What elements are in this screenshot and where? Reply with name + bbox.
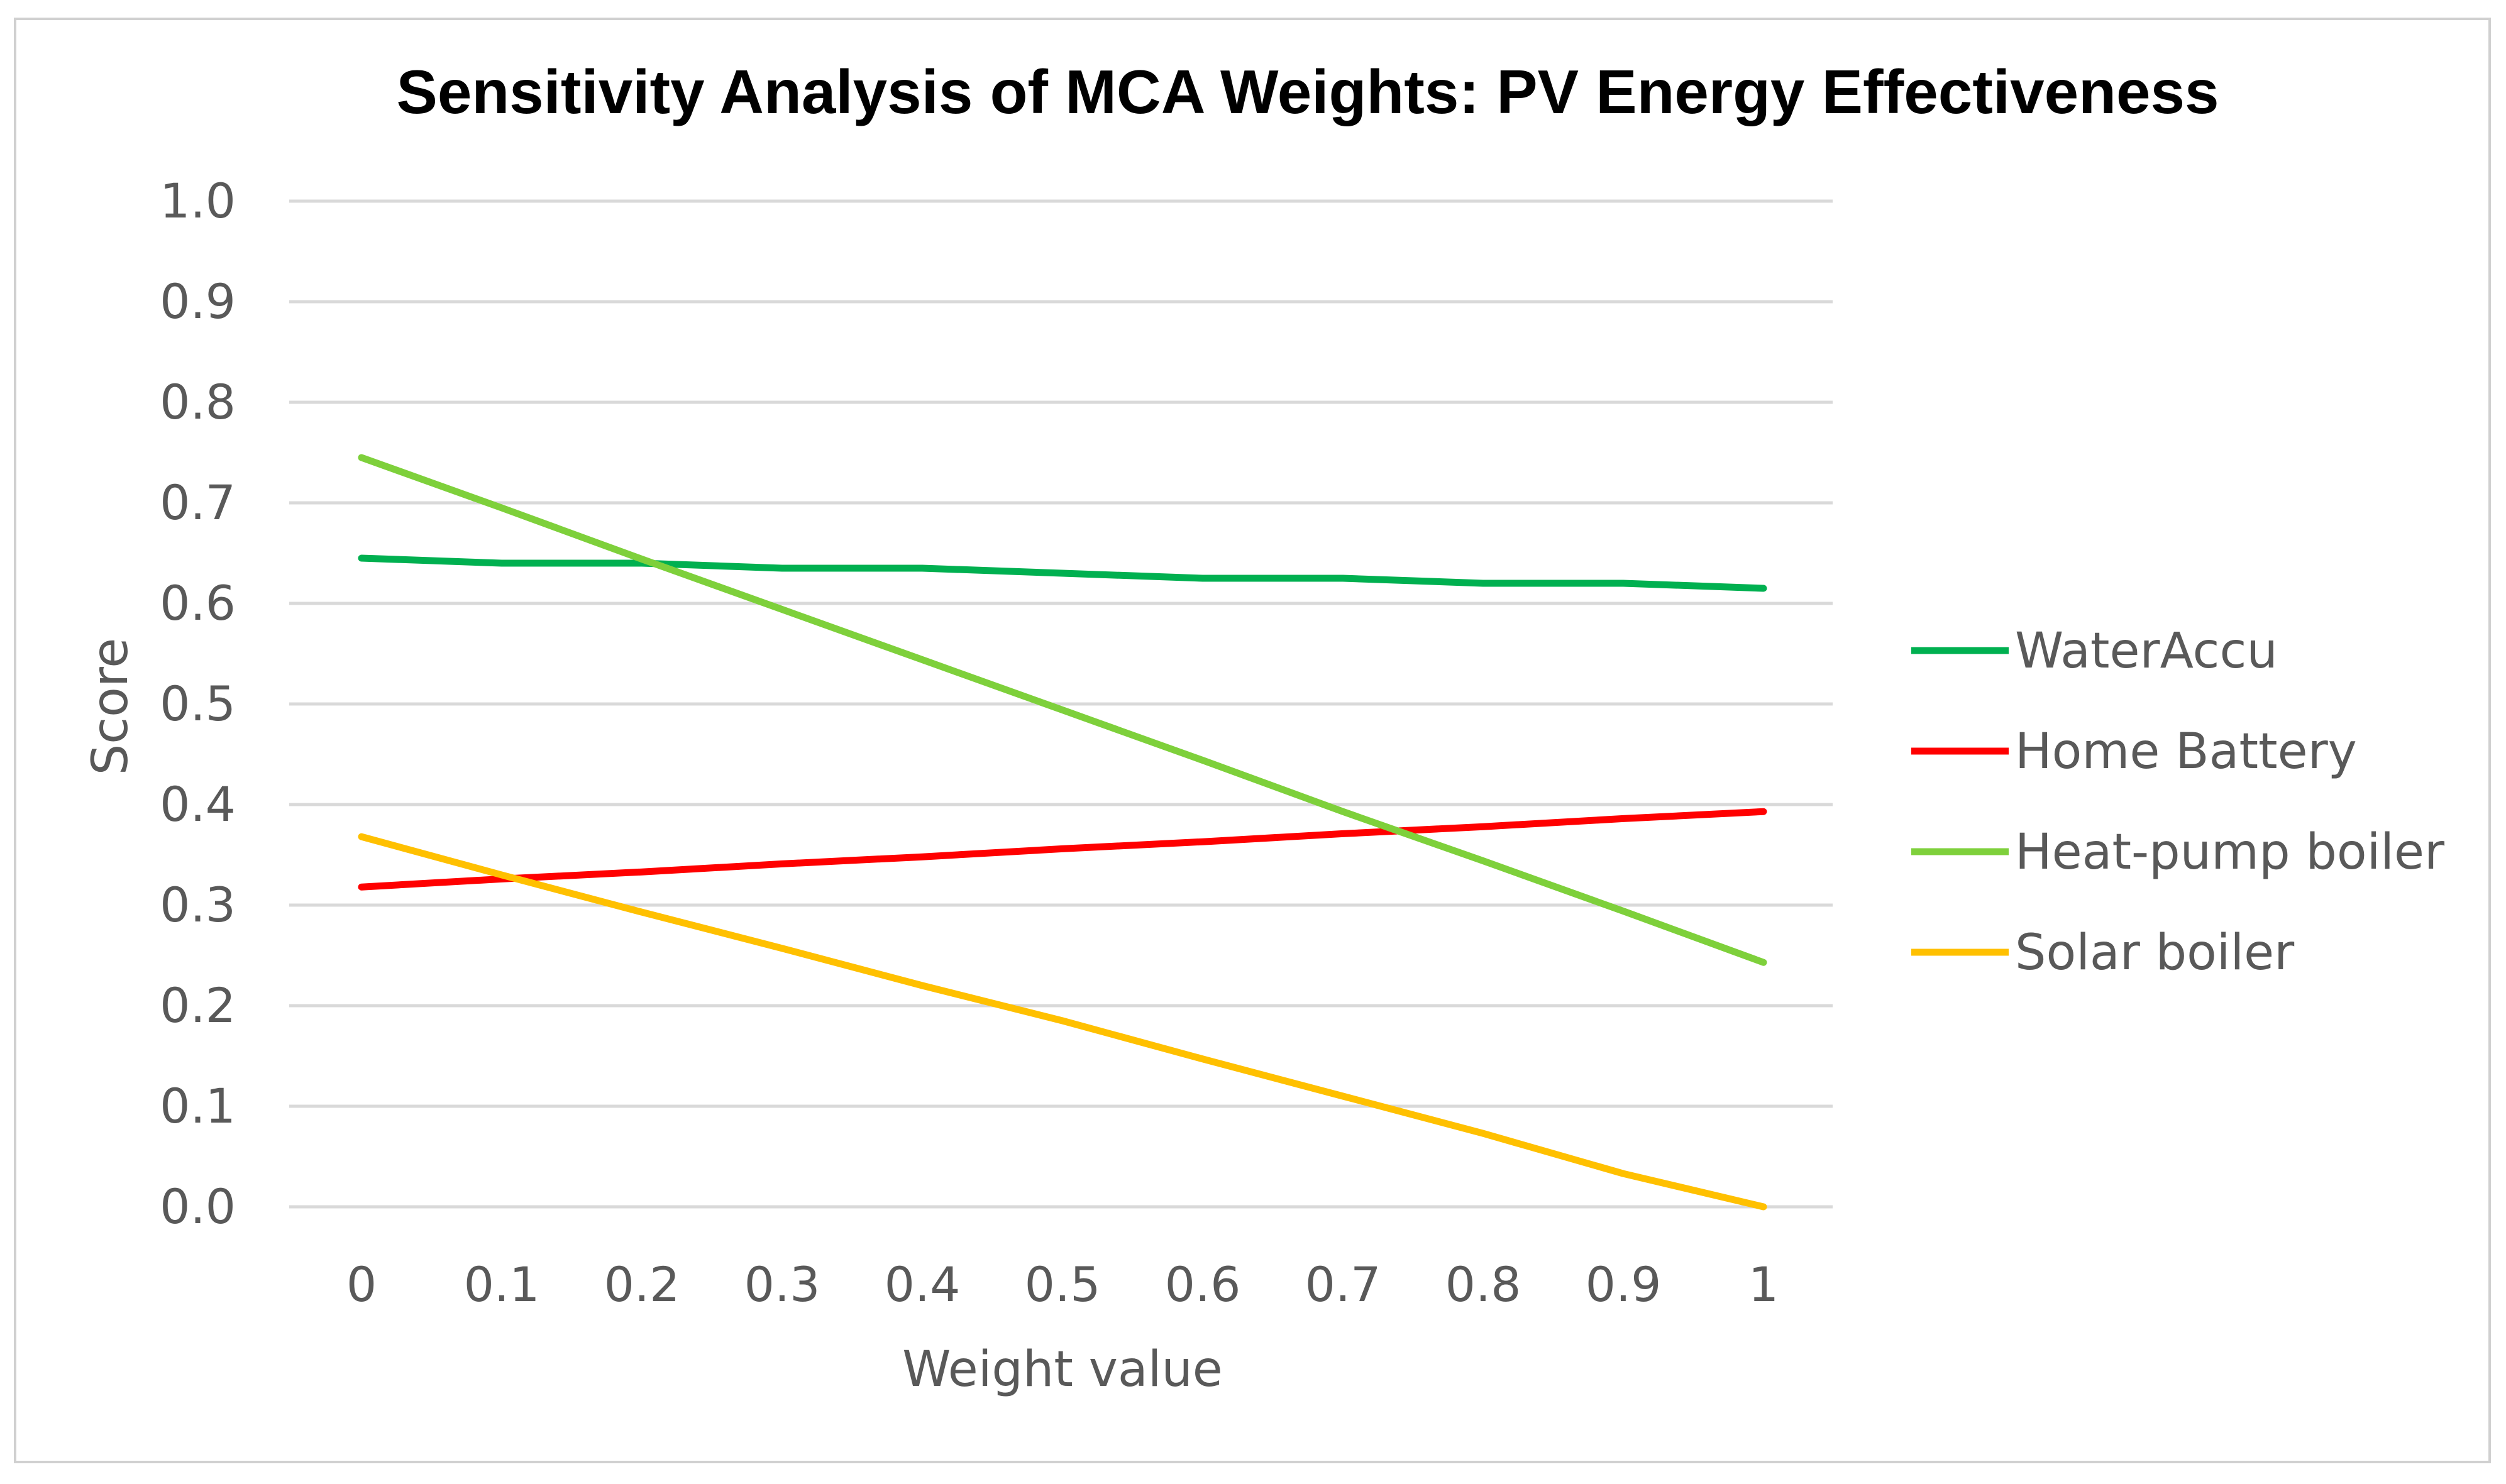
chart-title: Sensitivity Analysis of MCA Weights: PV …: [396, 57, 2219, 126]
x-axis-title: Weight value: [902, 1341, 1223, 1398]
series-line-wateraccu: [358, 554, 1767, 592]
x-tick-label: 0.6: [1165, 1256, 1241, 1312]
y-tick-label: 0.1: [160, 1078, 236, 1134]
chart-frame: [14, 18, 2491, 1463]
legend: WaterAccu Home Battery Heat-pump boiler Sol…: [1911, 623, 2445, 981]
x-tick-label: 0.1: [464, 1256, 540, 1312]
y-tick-label: 0.0: [160, 1179, 236, 1234]
y-tick-label: 0.8: [160, 374, 236, 430]
x-tick-label: 0.3: [744, 1256, 820, 1312]
x-tick-label: 0.4: [885, 1256, 961, 1312]
y-tick-label: 0.9: [160, 273, 236, 329]
y-tick-label: 0.6: [160, 575, 236, 631]
y-tick-label: 0.7: [160, 475, 236, 530]
legend-label-home-battery: Home Battery: [2015, 723, 2357, 780]
legend-label-solar-boiler: Solar boiler: [2015, 925, 2295, 981]
x-tick-label: 0.2: [604, 1256, 680, 1312]
legend-label-heat-pump-boiler: Heat-pump boiler: [2015, 824, 2445, 881]
y-axis-ticks: 0.0 0.1 0.2 0.3 0.4 0.5 0.6 0.7 0.8 0.9 1.0: [160, 173, 236, 1234]
y-tick-label: 0.5: [160, 676, 236, 732]
y-axis-title: Score: [82, 638, 139, 775]
y-tick-label: 0.2: [160, 977, 236, 1033]
y-tick-label: 1.0: [160, 173, 236, 229]
series-line-home-battery: [358, 808, 1767, 891]
series-line-solar-boiler: [358, 833, 1767, 1211]
x-tick-label: 0: [346, 1256, 377, 1312]
y-tick-label: 0.4: [160, 776, 236, 832]
y-tick-label: 0.3: [160, 877, 236, 933]
x-tick-label: 0.8: [1445, 1256, 1521, 1312]
x-tick-label: 0.7: [1305, 1256, 1381, 1312]
series-lines: [358, 454, 1767, 1211]
x-tick-label: 0.9: [1586, 1256, 1662, 1312]
legend-label-wateraccu: WaterAccu: [2015, 623, 2278, 679]
x-tick-label: 0.5: [1025, 1256, 1101, 1312]
series-line-heat-pump-boiler: [358, 454, 1767, 966]
x-axis-ticks: 0 0.1 0.2 0.3 0.4 0.5 0.6 0.7 0.8 0.9 1: [346, 1256, 1779, 1312]
gridlines: [289, 199, 1833, 1209]
x-tick-label: 1: [1748, 1256, 1779, 1312]
